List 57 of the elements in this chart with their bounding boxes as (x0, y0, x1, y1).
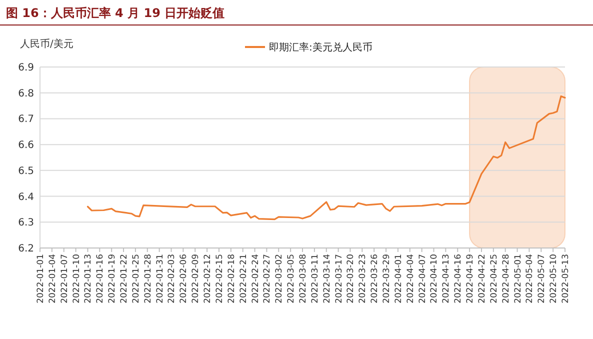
x-tick-label: 2022-02-09 (191, 254, 202, 304)
x-tick-label: 2022-03-14 (322, 254, 332, 304)
x-tick-label: 2022-02-03 (167, 254, 178, 304)
y-tick-label: 6.6 (18, 140, 34, 152)
chart-title: 图 16：人民币汇率 4 月 19 日开始贬值 (6, 6, 225, 20)
x-tick-label: 2022-03-29 (382, 254, 392, 304)
x-tick-label: 2022-01-28 (143, 254, 154, 304)
x-tick-label: 2022-01-31 (155, 254, 166, 304)
y-tick-label: 6.5 (18, 166, 34, 177)
x-tick-label: 2022-04-10 (430, 254, 440, 304)
x-tick-label: 2022-05-07 (537, 254, 548, 304)
x-tick-label: 2022-02-24 (250, 254, 261, 304)
y-tick-label: 6.7 (18, 114, 34, 126)
x-tick-label: 2022-01-13 (84, 254, 94, 304)
x-tick-label: 2022-04-22 (477, 254, 488, 304)
line-series (86, 95, 566, 220)
x-tick-label: 2022-03-08 (298, 254, 308, 304)
x-tick-label: 2022-03-26 (370, 254, 380, 304)
x-tick-label: 2022-05-04 (525, 254, 536, 304)
y-tick-label: 6.8 (18, 88, 34, 100)
x-tick-label: 2022-03-23 (358, 254, 368, 304)
x-tick-label: 2022-04-13 (442, 254, 452, 304)
x-tick-label: 2022-04-04 (406, 254, 416, 304)
y-tick-label: 6.4 (18, 192, 34, 203)
x-tick-label: 2022-02-18 (226, 254, 237, 304)
x-tick-label: 2022-01-10 (72, 254, 82, 304)
x-tick-label: 2022-05-10 (549, 254, 560, 304)
x-tick-label: 2022-02-06 (179, 254, 190, 304)
x-tick-label: 2022-05-13 (560, 254, 571, 304)
x-tick-label: 2022-04-19 (466, 254, 476, 304)
x-tick-label: 2022-04-16 (454, 254, 464, 304)
x-tick-label: 2022-02-12 (203, 254, 214, 304)
legend-label: 即期汇率:美元兑人民币 (269, 42, 372, 54)
x-tick-label: 2022-01-22 (120, 254, 130, 304)
y-tick-label: 6.3 (18, 218, 34, 229)
x-tick-label: 2022-02-21 (238, 254, 249, 304)
x-tick-label: 2022-02-27 (262, 254, 273, 304)
x-tick-label: 2022-01-01 (36, 254, 46, 304)
x-tick-label: 2022-01-16 (96, 254, 106, 304)
x-tick-label: 2022-03-20 (346, 254, 356, 304)
x-tick-label: 2022-04-25 (489, 254, 500, 304)
x-tick-label: 2022-01-25 (131, 254, 142, 304)
x-tick-label: 2022-01-19 (108, 254, 118, 304)
x-tick-label: 2022-03-05 (286, 254, 297, 304)
x-tick-label: 2022-04-01 (394, 254, 404, 304)
x-tick-label: 2022-01-07 (60, 254, 70, 304)
x-tick-label: 2022-05-01 (513, 254, 524, 304)
x-tick-label: 2022-01-04 (48, 254, 58, 304)
x-tick-label: 2022-03-02 (274, 254, 285, 304)
x-tick-label: 2022-04-28 (501, 254, 512, 304)
y-tick-label: 6.2 (18, 244, 34, 254)
x-tick-label: 2022-03-11 (310, 254, 320, 304)
y-tick-label: 6.9 (18, 62, 34, 74)
x-tick-label: 2022-03-17 (334, 254, 344, 304)
x-tick-label: 2022-02-15 (214, 254, 225, 304)
x-tick-label: 2022-04-07 (418, 254, 428, 304)
y-axis-title: 人民币/美元 (20, 38, 74, 50)
